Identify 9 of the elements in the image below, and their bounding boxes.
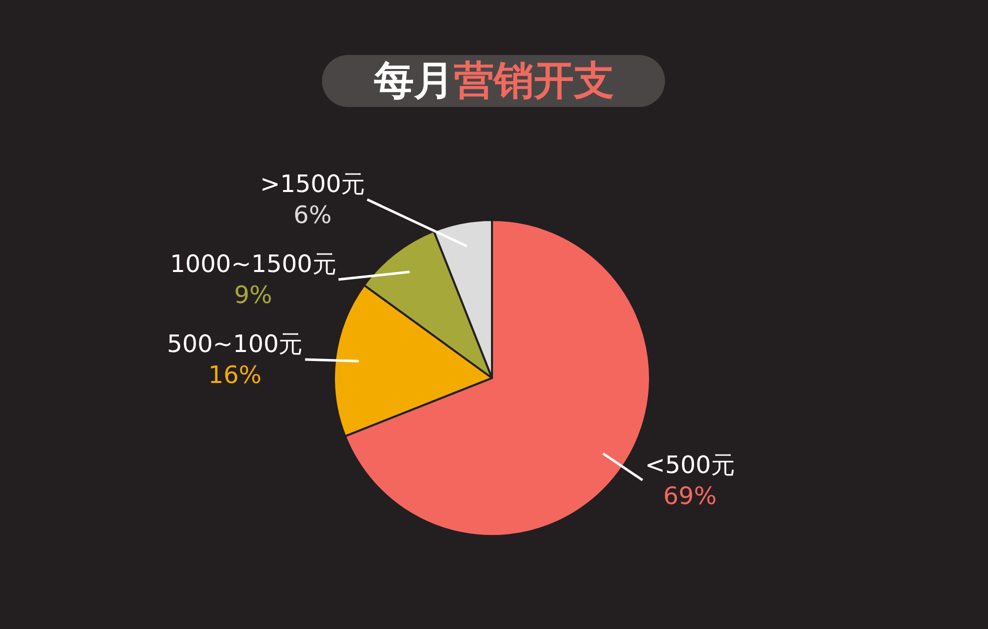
slice-label: <500元 — [645, 451, 735, 479]
data-label: 6% — [294, 201, 332, 230]
slice-label: 500~100元 — [167, 330, 303, 358]
slice-label: 1000~1500元 — [170, 250, 336, 278]
data-label: 69% — [663, 482, 717, 510]
chart-title: 每月营销开支 — [374, 58, 614, 104]
slice-label: >1500元 — [260, 170, 366, 198]
data-label: 9% — [234, 281, 272, 310]
data-label: 16% — [208, 361, 262, 390]
